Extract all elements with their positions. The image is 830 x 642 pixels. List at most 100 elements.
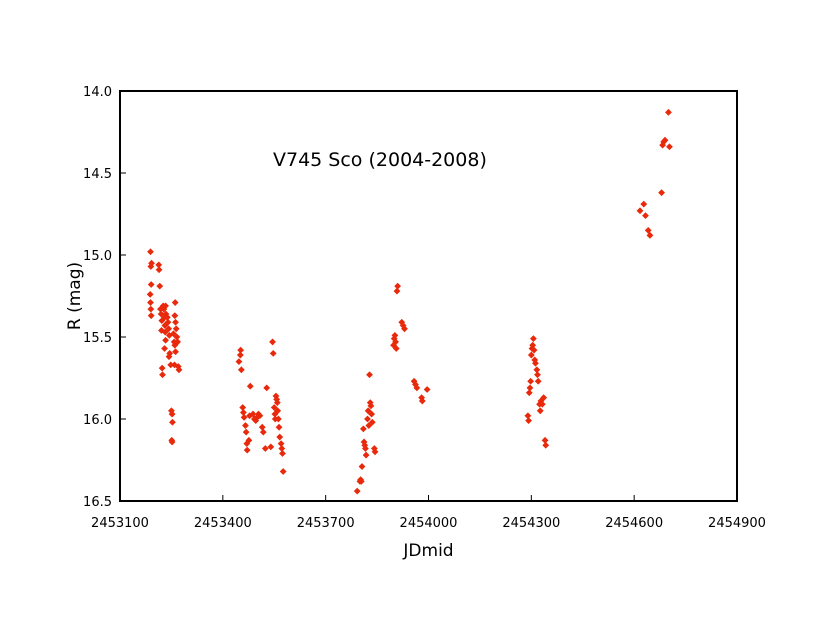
data-point [167, 361, 175, 369]
data-point [538, 400, 546, 408]
y-tick-label: 16.0 [83, 413, 112, 428]
data-point [147, 312, 155, 320]
x-tick-label: 2454000 [400, 516, 458, 531]
data-point [364, 415, 371, 423]
data-point [156, 282, 164, 290]
data-point [162, 336, 169, 344]
data-point [274, 407, 282, 415]
plot-area [120, 91, 737, 501]
data-point [665, 108, 672, 116]
y-tick-label: 15.5 [83, 331, 112, 346]
data-point [165, 325, 173, 333]
data-point [279, 468, 287, 475]
data-point [158, 327, 165, 334]
data-point [236, 351, 244, 359]
data-point [540, 394, 548, 402]
data-point [274, 415, 282, 423]
data-point [159, 371, 166, 379]
data-point [242, 422, 249, 429]
data-point [273, 399, 281, 406]
data-point [534, 371, 541, 379]
data-point [147, 248, 154, 256]
y-tick-label: 15.0 [83, 249, 112, 264]
data-point [276, 433, 284, 441]
data-point [524, 412, 532, 420]
data-point [529, 341, 537, 349]
data-point [392, 345, 400, 352]
data-point [258, 423, 266, 431]
data-point [527, 377, 535, 385]
data-point [147, 305, 155, 313]
data-point [162, 302, 169, 310]
x-tick-label: 2454300 [502, 516, 560, 531]
data-point [269, 350, 277, 357]
data-point [160, 305, 168, 313]
data-point [240, 413, 248, 421]
data-point [164, 318, 172, 326]
data-point [155, 261, 163, 269]
data-point [249, 410, 257, 418]
data-point [267, 443, 275, 451]
data-point [275, 423, 283, 431]
data-point [173, 333, 181, 341]
data-point [368, 410, 375, 418]
data-point [532, 359, 539, 367]
data-point [362, 451, 370, 459]
y-axis-label: R (mag) [65, 262, 85, 330]
y-axis-ticks: 14.0 14.5 15.0 15.5 16.0 16.5 [83, 85, 126, 510]
data-point [175, 366, 183, 374]
data-point [174, 338, 181, 346]
data-point [541, 436, 549, 444]
data-point [171, 312, 179, 320]
y-tick-label: 16.5 [83, 495, 112, 510]
data-point [259, 428, 267, 436]
data-point [527, 351, 535, 359]
data-point [239, 404, 247, 411]
data-point [661, 136, 669, 144]
data-point [423, 386, 431, 393]
data-point [147, 281, 155, 288]
data-point [413, 384, 421, 392]
data-point [261, 445, 269, 452]
markers-group [146, 108, 673, 495]
data-point [359, 425, 367, 433]
data-point [401, 325, 408, 333]
data-point [366, 371, 373, 379]
data-point [240, 409, 247, 416]
data-point [642, 212, 649, 220]
data-point [171, 361, 178, 369]
data-point [658, 189, 665, 197]
data-point [393, 287, 401, 295]
data-point [278, 445, 286, 452]
data-point [277, 440, 285, 447]
data-point [263, 384, 271, 392]
data-point [242, 428, 250, 436]
data-point [533, 366, 541, 374]
data-point [666, 143, 673, 151]
data-point [640, 200, 648, 208]
y-tick-label: 14.5 [83, 167, 112, 182]
data-point [357, 477, 365, 485]
data-point [147, 263, 155, 270]
data-point [525, 417, 532, 425]
data-point [157, 305, 164, 313]
data-point [245, 436, 253, 444]
data-point [358, 463, 366, 470]
data-point [147, 299, 154, 306]
data-point [530, 346, 538, 354]
data-point [174, 363, 182, 370]
data-point [371, 448, 379, 456]
data-point [171, 299, 179, 306]
data-point [169, 418, 176, 426]
data-point [163, 313, 171, 321]
data-point [235, 358, 243, 365]
data-point [542, 441, 550, 449]
x-tick-label: 2454900 [708, 516, 766, 531]
data-point [534, 377, 542, 385]
data-point [237, 346, 245, 354]
data-point [536, 407, 544, 415]
data-point [368, 418, 376, 426]
data-point [418, 397, 426, 405]
x-axis-label: JDmid [402, 541, 453, 561]
x-axis-ticks: 2453100 2453400 2453700 2454000 2454300 24546… [91, 495, 766, 531]
